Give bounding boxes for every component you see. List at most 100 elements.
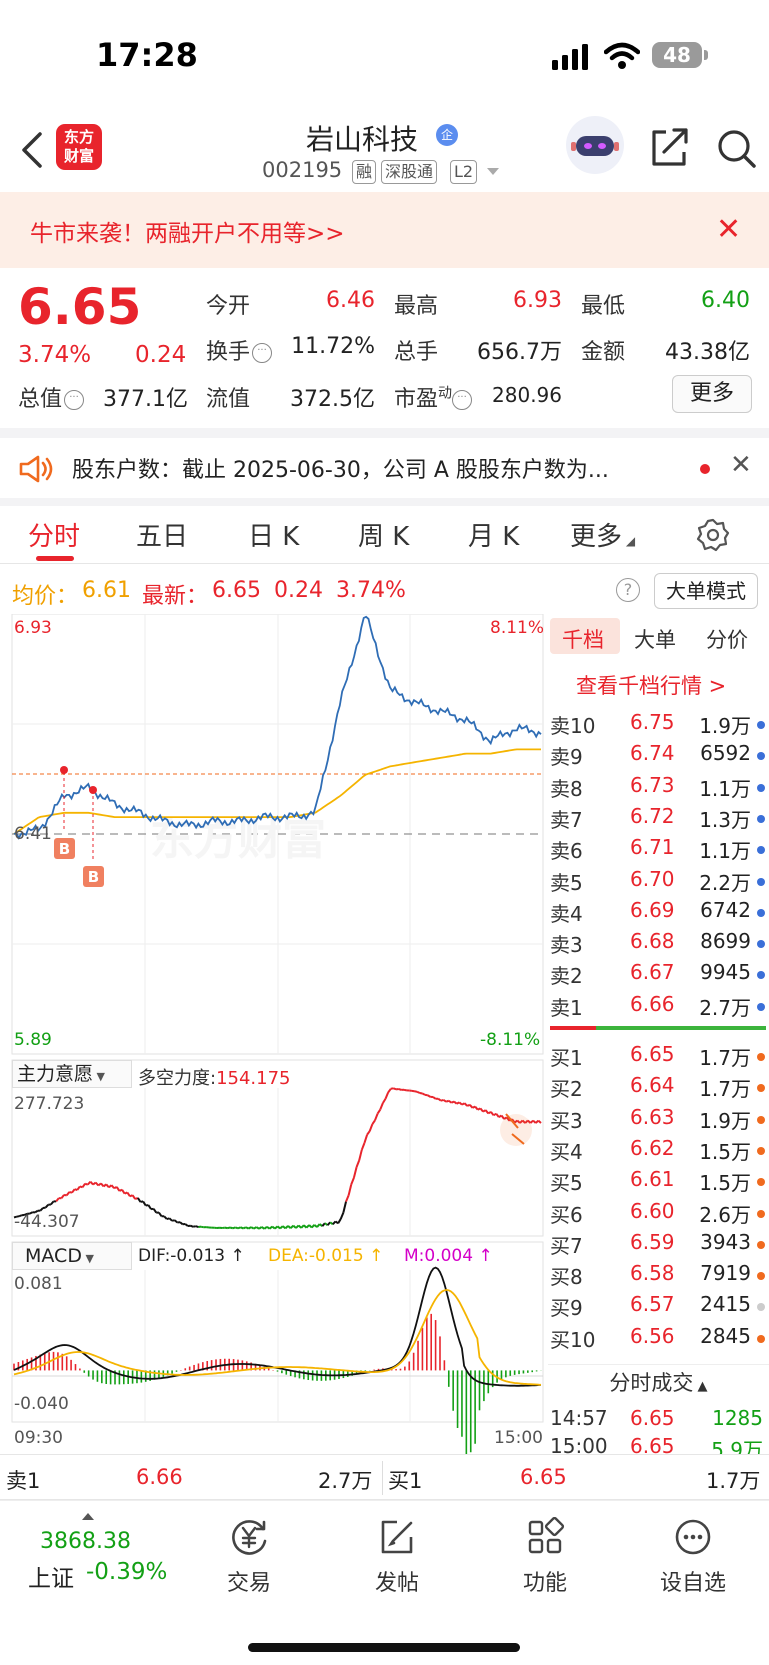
time-axis-end: 15:00 (494, 1428, 543, 1448)
flow-segment (308, 1224, 313, 1229)
bid-dot (757, 1178, 765, 1187)
help-icon[interactable]: ? (616, 578, 640, 602)
ask-row[interactable]: 卖9 6.74 6592 (548, 741, 769, 772)
home-indicator[interactable] (248, 1643, 520, 1652)
close-icon[interactable]: ✕ (716, 212, 742, 247)
info-icon[interactable]: ··· (452, 390, 473, 410)
flow-segment (297, 1224, 302, 1229)
nav-functions[interactable]: 功能 (490, 1517, 600, 1597)
flow-segment (537, 1119, 542, 1124)
tab-more[interactable]: 更多 ◢ (570, 522, 636, 552)
best-bid-ask-bar: 卖1 6.66 2.7万 买1 6.65 1.7万 (0, 1454, 769, 1500)
pct-axis-bottom: -8.11% (480, 1030, 541, 1050)
ask-row[interactable]: 卖2 6.67 9945 (548, 960, 769, 991)
chevron-down-icon[interactable] (487, 168, 499, 175)
news-text[interactable]: 股东户数：截止 2025-06-30，公司 A 股股东户数为... (72, 458, 609, 483)
flow-segment (448, 1099, 453, 1104)
nav-post[interactable]: 发帖 (342, 1517, 452, 1597)
promo-banner[interactable]: 牛市来袭！两融开户不用等>> ✕ (0, 192, 769, 268)
ask-row[interactable]: 卖4 6.69 6742 (548, 898, 769, 929)
macd-select[interactable]: MACD ▼ (12, 1242, 132, 1270)
nav-add-watchlist[interactable]: 设自选 (638, 1517, 748, 1597)
index-pct[interactable]: -0.39% (86, 1559, 168, 1585)
last-label: 最新： (142, 584, 209, 609)
bid-row[interactable]: 买7 6.59 3943 (548, 1230, 769, 1261)
bid-row[interactable]: 买5 6.61 1.5万 (548, 1167, 769, 1198)
avg-value: 6.61 (82, 578, 131, 603)
ask-row[interactable]: 卖5 6.70 2.2万 (548, 867, 769, 898)
flow-segment (34, 1209, 39, 1214)
bid-volume: 1.5万 (699, 1139, 751, 1164)
bid-volume: 1.5万 (699, 1171, 751, 1196)
bid-price: 6.60 (630, 1198, 675, 1223)
search-icon[interactable] (716, 128, 758, 170)
bid-label: 买4 (550, 1139, 583, 1164)
tab-monthly-k[interactable]: 月 K (468, 522, 520, 552)
more-button[interactable]: 更多 (672, 375, 752, 413)
flow-segment (484, 1109, 490, 1115)
flow-segment (326, 1221, 331, 1226)
chevron-up-icon[interactable] (82, 1513, 94, 1520)
share-icon[interactable] (648, 126, 690, 168)
bid-row[interactable]: 买10 6.56 2845 (548, 1324, 769, 1355)
ticks-title[interactable]: 分时成交 ▲ (548, 1364, 769, 1400)
chart-area[interactable]: 东方财富 B B 6.93 8.11% 6.41 5.89 -8.11% 主 (0, 614, 545, 1454)
back-icon[interactable] (18, 130, 48, 170)
bid-row[interactable]: 买2 6.64 1.7万 (548, 1073, 769, 1104)
tab-intraday[interactable]: 分时 (28, 522, 81, 552)
expand-icon (500, 1114, 532, 1146)
ask-row[interactable]: 卖1 6.66 2.7万 (548, 992, 769, 1023)
index-value[interactable]: 3868.38 (40, 1529, 131, 1554)
pct-axis-top: 8.11% (490, 618, 545, 638)
flow-segment (276, 1225, 281, 1230)
ask-row[interactable]: 卖6 6.71 1.1万 (548, 835, 769, 866)
flow-segment (368, 1123, 374, 1132)
news-ticker[interactable]: 股东户数：截止 2025-06-30，公司 A 股股东户数为... ✕ (0, 438, 769, 498)
promo-text[interactable]: 牛市来袭！两融开户不用等>> (30, 221, 345, 247)
index-name[interactable]: 上证 (28, 1566, 74, 1592)
flow-segment (248, 1226, 252, 1230)
stock-name: 岩山科技 (306, 123, 419, 156)
svg-text:B: B (88, 868, 99, 886)
ask-row[interactable]: 卖10 6.75 1.9万 (548, 710, 769, 741)
flow-segment (479, 1107, 484, 1113)
ask-label: 卖2 (550, 964, 583, 989)
flow-segment (69, 1191, 73, 1194)
tab-big-orders[interactable]: 大单 (634, 628, 676, 652)
flow-segment (456, 1101, 460, 1105)
tab-thousand-levels[interactable]: 千档 (562, 628, 604, 652)
bid-row[interactable]: 买6 6.60 2.6万 (548, 1199, 769, 1230)
tab-five-day[interactable]: 五日 (136, 522, 189, 552)
unread-dot (700, 464, 710, 474)
bid-row[interactable]: 买9 6.57 2415 (548, 1292, 769, 1323)
close-icon[interactable]: ✕ (730, 450, 752, 480)
flow-segment (382, 1098, 387, 1104)
tab-daily-k[interactable]: 日 K (248, 522, 300, 552)
indicator-select[interactable]: 主力意愿 ▼ (12, 1060, 132, 1088)
chart-svg[interactable]: 东方财富 B B (0, 614, 545, 1454)
info-icon[interactable]: ··· (64, 390, 85, 410)
nav-trade[interactable]: 交易 (194, 1517, 304, 1597)
buy-point (60, 766, 68, 774)
ask-row[interactable]: 卖7 6.72 1.3万 (548, 804, 769, 835)
ask-row[interactable]: 卖3 6.68 8699 (548, 929, 769, 960)
ask-price: 6.74 (630, 741, 675, 766)
flow-segment (60, 1194, 65, 1199)
gear-icon[interactable] (696, 518, 730, 552)
bid-row[interactable]: 买1 6.65 1.7万 (548, 1042, 769, 1073)
tick-row: 14:57 6.65 1285 (548, 1406, 769, 1436)
tab-price-distribution[interactable]: 分价 (706, 628, 748, 652)
bid-row[interactable]: 买3 6.63 1.9万 (548, 1105, 769, 1136)
view-thousand-levels-link[interactable]: 查看千档行情 > (576, 674, 727, 698)
ask-volume: 1.9万 (699, 714, 751, 738)
assistant-robot-icon[interactable] (566, 116, 624, 174)
bid-row[interactable]: 买4 6.62 1.5万 (548, 1136, 769, 1167)
flow-segment (105, 1183, 110, 1188)
info-icon[interactable]: ··· (252, 343, 273, 363)
ask-row[interactable]: 卖8 6.73 1.1万 (548, 773, 769, 804)
app-logo[interactable]: 东方 财富 (56, 124, 102, 170)
divider (382, 1461, 383, 1495)
big-order-mode-button[interactable]: 大单模式 (654, 573, 758, 609)
tab-weekly-k[interactable]: 周 K (358, 522, 410, 552)
bid-row[interactable]: 买8 6.58 7919 (548, 1261, 769, 1292)
